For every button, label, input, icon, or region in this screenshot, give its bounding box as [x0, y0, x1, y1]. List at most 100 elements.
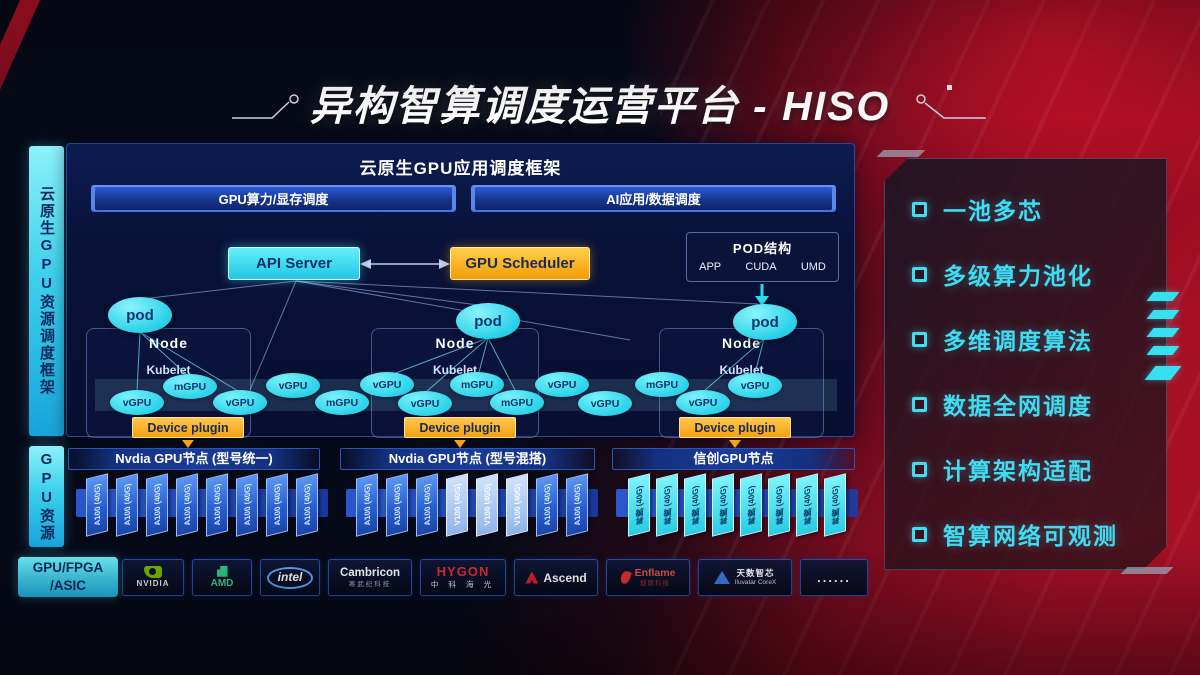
- feature-item: 数据全网调度: [912, 387, 1093, 421]
- device-plugin-label: Device plugin: [132, 417, 244, 438]
- feature-bullet-icon: [912, 396, 927, 412]
- pod-badge: pod: [733, 304, 797, 340]
- gpu-card: 昇腾 (40G): [824, 473, 846, 537]
- vendor-logo-amd: AMD: [192, 559, 252, 596]
- feature-label: 智算网络可观测: [943, 523, 1118, 549]
- gpu-instance: mGPU: [635, 372, 689, 397]
- feature-label: 计算架构适配: [943, 458, 1093, 484]
- device-plugin-arrow-icon: [454, 440, 466, 448]
- vendor-logo-hygon: HYGON 中 科 海 光: [420, 559, 506, 596]
- gpu-card-group-1: A100 (40G) A100 (40G) A100 (40G) A100 (4…: [86, 473, 336, 546]
- hardware-class-line2: /ASIC: [50, 577, 86, 595]
- feature-bullet-icon: [912, 461, 927, 477]
- pod-structure-box: POD结构 APP CUDA UMD: [686, 232, 839, 282]
- gpu-card: A100 (40G): [356, 473, 378, 537]
- gpu-scheduler-box: GPU Scheduler: [450, 247, 590, 280]
- gpu-instance: vGPU: [213, 390, 267, 415]
- gpu-card: 昇腾 (40G): [656, 473, 678, 537]
- vendor-logo-nvidia: NVIDIA: [122, 559, 184, 596]
- gpu-node-header-uniform: Nvdia GPU节点 (型号统一): [68, 448, 320, 470]
- feature-item: 计算架构适配: [912, 452, 1093, 486]
- vendor-logo-intel: intel: [260, 559, 320, 596]
- device-plugin-label: Device plugin: [404, 417, 516, 438]
- gpu-node-header-xinchuang: 信创GPU节点: [612, 448, 855, 470]
- vendor-logo-ascend: Ascend: [514, 559, 598, 596]
- rail-gpu-resources-label: GPU资源: [36, 451, 57, 542]
- pod-badge: pod: [108, 297, 172, 333]
- rail-scheduling-framework-label: 云原生GPU资源调度框架: [36, 186, 57, 396]
- gpu-instance: vGPU: [398, 391, 452, 416]
- pod-structure-title: POD结构: [687, 238, 838, 257]
- feature-panel: [884, 158, 1167, 570]
- feature-bullet-icon: [912, 331, 927, 347]
- gpu-card: 昇腾 (40G): [796, 473, 818, 537]
- gpu-instance: vGPU: [728, 373, 782, 398]
- panel-corner-accent: [876, 150, 926, 157]
- gpu-instance: mGPU: [315, 390, 369, 415]
- gpu-card: A100 (40G): [206, 473, 228, 537]
- vendor-logo-cambricon: Cambricon 寒武纪科技: [328, 559, 412, 596]
- gpu-card: 昇腾 (40G): [712, 473, 734, 537]
- feature-label: 数据全网调度: [943, 393, 1093, 419]
- gpu-card: A100 (40G): [566, 473, 588, 537]
- gpu-card: V100 (40G): [446, 473, 468, 537]
- gpu-card: 昇腾 (40G): [768, 473, 790, 537]
- pod-structure-col-app: APP: [699, 261, 721, 273]
- gpu-card: A100 (40G): [236, 473, 258, 537]
- gpu-card: 昇腾 (40G): [740, 473, 762, 537]
- gpu-card: V100 (40G): [476, 473, 498, 537]
- vendor-logo-iluvatar: 天数智芯 Iluvatar CoreX: [698, 559, 792, 596]
- vendor-logo-row: NVIDIA AMD intel Cambricon 寒武纪科技 HYGON 中…: [122, 559, 868, 596]
- gpu-instance: vGPU: [266, 373, 320, 398]
- gpu-instance: vGPU: [578, 391, 632, 416]
- panel-corner-accent: [1120, 567, 1174, 574]
- api-server-box: API Server: [228, 247, 360, 280]
- feature-bullet-icon: [912, 201, 927, 217]
- feature-label: 多维调度算法: [943, 328, 1093, 354]
- rail-scheduling-framework: 云原生GPU资源调度框架: [29, 146, 64, 436]
- gpu-instance: vGPU: [110, 390, 164, 415]
- amd-arrow-icon: [216, 565, 228, 577]
- framework-panel-title: 云原生GPU应用调度框架: [67, 154, 854, 179]
- feature-label: 一池多芯: [943, 198, 1043, 224]
- gpu-card: A100 (40G): [176, 473, 198, 537]
- feature-bullet-icon: [912, 526, 927, 542]
- intel-oval-icon: intel: [266, 566, 314, 589]
- rail-gpu-resources: GPU资源: [29, 446, 64, 547]
- vendor-logo-more: ......: [800, 559, 868, 596]
- feature-item: 多级算力池化: [912, 257, 1093, 291]
- hardware-class-box: GPU/FPGA /ASIC: [18, 557, 118, 597]
- pod-structure-col-cuda: CUDA: [745, 261, 776, 273]
- gpu-card-group-2: A100 (40G) A100 (40G) A100 (40G) V100 (4…: [356, 473, 606, 546]
- iluvatar-triangle-icon: [713, 571, 730, 584]
- gpu-card: A100 (40G): [416, 473, 438, 537]
- feature-label: 多级算力池化: [943, 263, 1093, 289]
- gpu-instance: vGPU: [676, 390, 730, 415]
- gpu-card: A100 (40G): [146, 473, 168, 537]
- gpu-instance: vGPU: [535, 372, 589, 397]
- lane-gpu-compute-scheduling: GPU算力/显存调度: [91, 185, 456, 212]
- gpu-card: A100 (40G): [266, 473, 288, 537]
- feature-bullet-icon: [912, 266, 927, 282]
- gpu-card: A100 (40G): [116, 473, 138, 537]
- gpu-card-group-3: 昇腾 (40G) 昇腾 (40G) 昇腾 (40G) 昇腾 (40G) 昇腾 (…: [628, 473, 868, 546]
- device-plugin-arrow-icon: [182, 440, 194, 448]
- nvidia-eye-icon: [144, 566, 162, 579]
- vendor-logo-enflame: Enflame 燧原科技: [606, 559, 690, 596]
- page-title: 异构智算调度运营平台 - HISO: [0, 72, 1200, 132]
- gpu-instance: mGPU: [163, 374, 217, 399]
- gpu-card: A100 (40G): [86, 473, 108, 537]
- device-plugin-label: Device plugin: [679, 417, 791, 438]
- feature-item: 多维调度算法: [912, 322, 1093, 356]
- gpu-card: V100 (40G): [506, 473, 528, 537]
- hardware-class-line1: GPU/FPGA: [33, 559, 104, 577]
- lane-ai-app-scheduling: AI应用/数据调度: [471, 185, 836, 212]
- gpu-node-header-mixed: Nvdia GPU节点 (型号混搭): [340, 448, 595, 470]
- feature-item: 一池多芯: [912, 192, 1043, 226]
- gpu-card: 昇腾 (40G): [628, 473, 650, 537]
- gpu-card: A100 (40G): [386, 473, 408, 537]
- pod-badge: pod: [456, 303, 520, 339]
- pod-structure-col-umd: UMD: [801, 261, 826, 273]
- gpu-card: A100 (40G): [536, 473, 558, 537]
